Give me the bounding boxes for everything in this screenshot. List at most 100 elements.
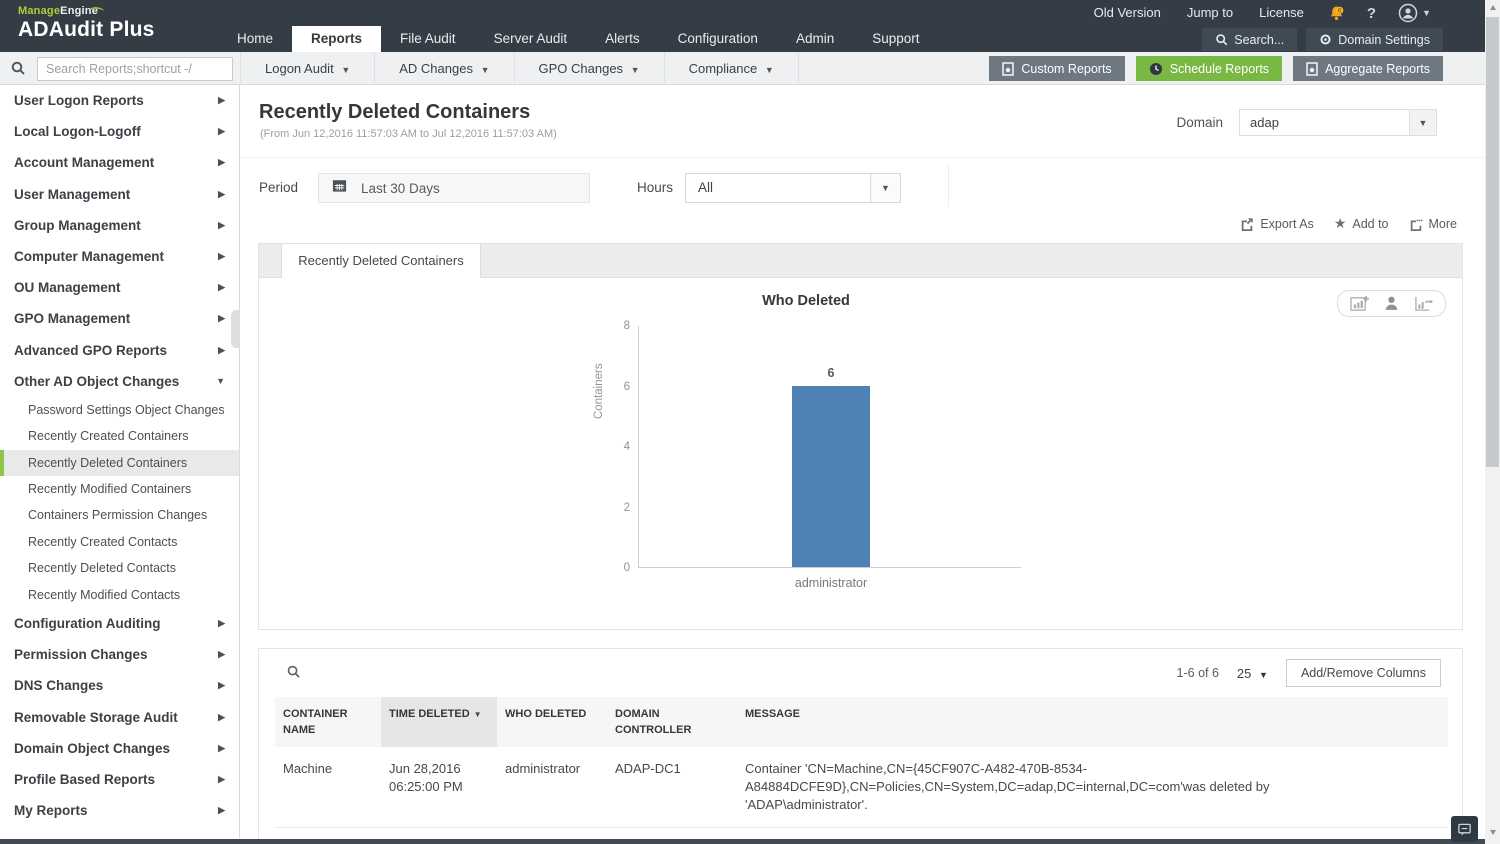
col-message[interactable]: MESSAGE — [737, 697, 1448, 747]
col-domain-controller[interactable]: DOMAIN CONTROLLER — [607, 697, 737, 747]
sidebar-item-user-logon-reports[interactable]: User Logon Reports ▶ — [0, 85, 239, 116]
scrollbar-thumb[interactable] — [1486, 17, 1499, 467]
nav-reports[interactable]: Reports — [292, 26, 382, 52]
scroll-down-icon[interactable] — [1485, 825, 1500, 840]
chart-bar-group: 6 — [792, 326, 870, 567]
chat-button[interactable] — [1451, 816, 1478, 842]
schedule-reports-button[interactable]: Schedule Reports — [1135, 56, 1283, 81]
sidebar-item-domain-object-changes[interactable]: Domain Object Changes ▶ — [0, 733, 239, 764]
chevron-right-icon: ▶ — [218, 711, 225, 722]
aggregate-reports-button[interactable]: Aggregate Reports — [1293, 56, 1443, 81]
domain-select[interactable]: adap ▼ — [1239, 109, 1437, 136]
table-panel: 1-6 of 6 25 ▼ Add/Remove Columns CONTAIN… — [258, 648, 1463, 844]
export-as-button[interactable]: Export As — [1240, 215, 1314, 232]
menu-ad-changes[interactable]: AD Changes ▼ — [375, 52, 515, 85]
add-remove-columns-button[interactable]: Add/Remove Columns — [1285, 659, 1441, 687]
table-search-icon[interactable] — [286, 664, 301, 684]
chevron-right-icon: ▶ — [218, 649, 225, 660]
menu-compliance[interactable]: Compliance ▼ — [665, 52, 799, 85]
search-icon[interactable] — [10, 60, 26, 81]
domain-settings-button[interactable]: Domain Settings — [1306, 28, 1443, 51]
menu-logon-audit[interactable]: Logon Audit ▼ — [240, 52, 376, 85]
export-icon — [1242, 217, 1253, 231]
sidebar-item-recently-deleted-contacts[interactable]: Recently Deleted Contacts — [28, 561, 176, 576]
chart-bar[interactable] — [792, 386, 870, 567]
col-time-deleted[interactable]: TIME DELETED ▼ — [381, 697, 497, 747]
clock-icon — [1149, 62, 1162, 75]
chevron-down-icon: ▼ — [630, 65, 640, 75]
sidebar-item-other-ad-object-changes[interactable]: Other AD Object Changes ▼ — [0, 366, 239, 397]
sidebar-item-permission-changes[interactable]: Permission Changes ▶ — [0, 639, 239, 670]
sidebar-item-recently-deleted-containers[interactable]: Recently Deleted Containers — [0, 449, 239, 477]
sidebar-item-dns-changes[interactable]: DNS Changes ▶ — [0, 670, 239, 701]
user-chart-icon[interactable] — [1383, 295, 1400, 312]
nav-file-audit[interactable]: File Audit — [400, 31, 456, 46]
sidebar-item-group-management[interactable]: Group Management ▶ — [0, 210, 239, 241]
hours-label: Hours — [637, 180, 674, 195]
nav-admin[interactable]: Admin — [795, 31, 835, 46]
page-size-select[interactable]: 25 ▼ — [1236, 665, 1268, 681]
sidebar-item-gpo-management[interactable]: GPO Management ▶ — [0, 303, 239, 334]
sidebar-item-my-reports[interactable]: My Reports ▶ — [0, 795, 239, 826]
custom-reports-button[interactable]: Custom Reports — [989, 56, 1125, 81]
nav-alerts[interactable]: Alerts — [605, 31, 640, 46]
help-icon[interactable]: ? — [1366, 4, 1377, 22]
report-menus: Logon Audit ▼ AD Changes ▼ GPO Changes ▼… — [240, 52, 799, 85]
col-container-name[interactable]: CONTAINER NAME — [275, 697, 381, 747]
chevron-right-icon: ▶ — [218, 618, 225, 628]
hours-select[interactable]: All ▼ — [685, 173, 901, 203]
chevron-down-icon: ▼ — [1422, 8, 1431, 18]
reports-sidebar: User Logon Reports ▶ Local Logon-Logoff ▶ … — [0, 85, 240, 838]
reports-toolbar: Logon Audit ▼ AD Changes ▼ GPO Changes ▼… — [0, 52, 1485, 85]
sidebar-item-account-management[interactable]: Account Management ▶ — [0, 147, 239, 178]
more-button[interactable]: More — [1409, 215, 1457, 232]
nav-server-audit[interactable]: Server Audit — [493, 31, 568, 46]
sidebar-item-local-logon-logoff[interactable]: Local Logon-Logoff ▶ — [0, 116, 239, 147]
chart-title: Who Deleted — [762, 293, 850, 309]
tab-recently-deleted-containers[interactable]: Recently Deleted Containers — [281, 244, 481, 278]
nav-configuration[interactable]: Configuration — [677, 31, 758, 46]
sidebar-item-recently-created-containers[interactable]: Recently Created Containers — [28, 429, 189, 444]
chevron-right-icon: ▶ — [218, 344, 225, 355]
sidebar-item-removable-storage-audit[interactable]: Removable Storage Audit ▶ — [0, 702, 239, 733]
notification-bell-icon[interactable]: 6 — [1319, 5, 1354, 22]
add-chart-icon[interactable] — [1350, 295, 1369, 312]
sidebar-item-recently-created-contacts[interactable]: Recently Created Contacts — [28, 534, 178, 549]
add-to-button[interactable]: ★ Add to — [1333, 215, 1389, 231]
chevron-right-icon: ▶ — [218, 219, 225, 230]
sidebar-collapse-handle[interactable] — [231, 310, 239, 348]
user-avatar[interactable]: ▼ — [1389, 3, 1440, 23]
utility-bar: Old Version Jump to License 6 ? ▼ — [1083, 0, 1440, 26]
chart-bar-value: 6 — [827, 366, 835, 381]
sidebar-item-password-settings-object-changes[interactable]: Password Settings Object Changes — [28, 402, 225, 417]
pagination-count: 1-6 of 6 — [1176, 666, 1219, 680]
col-who-deleted[interactable]: WHO DELETED — [497, 697, 607, 747]
license-link[interactable]: License — [1259, 5, 1304, 20]
chevron-right-icon: ▶ — [218, 773, 225, 784]
global-search-button[interactable]: Search... — [1202, 28, 1298, 51]
jump-to-link[interactable]: Jump to — [1186, 5, 1234, 20]
sidebar-item-computer-management[interactable]: Computer Management ▶ — [0, 241, 239, 272]
more-icon — [1410, 219, 1423, 231]
sidebar-item-containers-permission-changes[interactable]: Containers Permission Changes — [28, 508, 208, 523]
sidebar-item-recently-modified-contacts[interactable]: Recently Modified Contacts — [28, 587, 181, 602]
vertical-scrollbar[interactable] — [1485, 0, 1500, 844]
chevron-down-icon: ▼ — [216, 375, 225, 386]
sidebar-item-advanced-gpo-reports[interactable]: Advanced GPO Reports ▶ — [0, 335, 239, 366]
chevron-down-icon: ▼ — [1259, 669, 1268, 680]
scroll-up-icon[interactable] — [1485, 0, 1500, 15]
nav-home[interactable]: Home — [237, 31, 274, 46]
period-picker[interactable]: Last 30 Days — [318, 173, 590, 203]
refresh-chart-icon[interactable] — [1414, 295, 1433, 312]
menu-gpo-changes[interactable]: GPO Changes ▼ — [515, 52, 665, 85]
old-version-link[interactable]: Old Version — [1093, 5, 1161, 20]
nav-support[interactable]: Support — [872, 31, 920, 46]
sidebar-item-configuration-auditing[interactable]: Configuration Auditing ▶ — [0, 608, 239, 639]
sidebar-item-recently-modified-containers[interactable]: Recently Modified Containers — [28, 482, 192, 497]
table-row[interactable]: Machine Jun 28,2016 06:25:00 PM administ… — [275, 747, 1448, 828]
sidebar-item-profile-based-reports[interactable]: Profile Based Reports ▶ — [0, 764, 239, 795]
sidebar-item-ou-management[interactable]: OU Management ▶ — [0, 272, 239, 303]
divider — [240, 157, 1485, 158]
sidebar-item-user-management[interactable]: User Management ▶ — [0, 179, 239, 210]
search-reports-input[interactable] — [37, 57, 233, 81]
